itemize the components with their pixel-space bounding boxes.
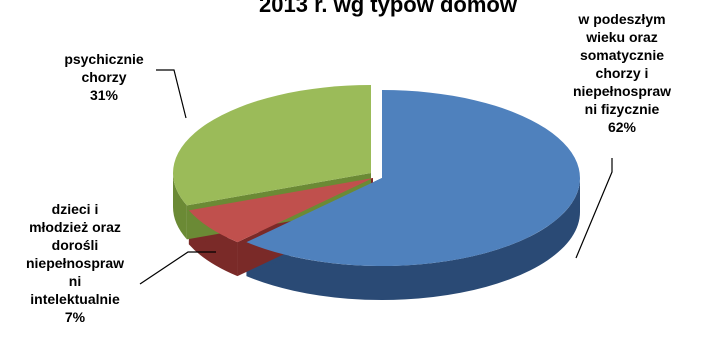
slice-label-line: młodzież oraz	[29, 219, 121, 235]
slice-label-line: ni fizycznie	[585, 101, 660, 117]
label-leader-line	[139, 251, 216, 285]
slice-label-line: psychicznie	[64, 51, 144, 67]
slice-label-line: intelektualnie	[30, 291, 120, 307]
slice-percent-label: 62%	[608, 119, 637, 135]
pie-slice-side	[173, 173, 187, 240]
slice-label-line: somatycznie	[580, 47, 664, 63]
slice-percent-label: 31%	[90, 87, 119, 103]
slice-label-line: w podeszłym	[577, 11, 665, 27]
chart-title: 2013 r. wg typów domów	[259, 0, 518, 17]
slice-labels: w podeszłym wieku oraz somatycznie chorzy i…	[26, 11, 671, 325]
slice-label: w podeszłym wieku oraz somatycznie chorzy i…	[573, 11, 671, 135]
slice-label-line: chorzy i	[596, 65, 649, 81]
label-leader-line	[156, 69, 187, 119]
slice-label-line: chorzy	[81, 69, 126, 85]
slice-label-line: dzieci i	[52, 201, 99, 217]
slice-label-line: niepełnospraw	[26, 255, 124, 271]
pie-slice	[246, 90, 581, 266]
slice-label-line: ni	[69, 273, 81, 289]
pie-slice	[173, 85, 371, 206]
slice-label-line: niepełnospraw	[573, 83, 671, 99]
slice-label: dzieci i młodzież oraz dorośli niepełnospra…	[26, 201, 124, 325]
label-leader-line	[575, 158, 613, 259]
pie-slices	[173, 85, 581, 266]
slice-label: psychicznie chorzy 31%	[64, 51, 144, 103]
pie-slice	[188, 178, 373, 243]
slice-label-line: wieku oraz	[585, 29, 658, 45]
slice-percent-label: 7%	[65, 309, 86, 325]
pie-slice-side	[246, 178, 581, 301]
slice-label-line: dorośli	[52, 237, 99, 253]
